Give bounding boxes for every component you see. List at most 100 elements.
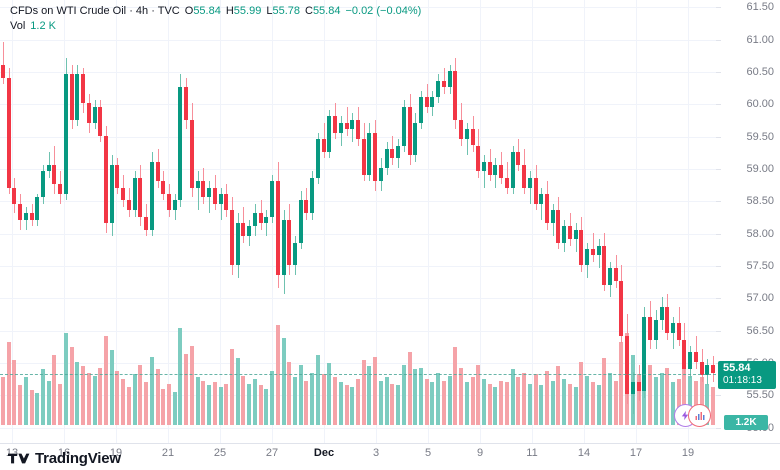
price-tick-label: 56.50 — [746, 324, 774, 337]
candle-body — [453, 71, 457, 120]
candle-body — [402, 106, 406, 146]
legend-symbol[interactable]: CFDs on WTI Crude Oil — [10, 5, 127, 17]
volume-bar — [711, 386, 715, 425]
volume-bar — [562, 378, 566, 425]
time-axis[interactable]: 13 16 19 21 25 27 Dec 3 5 9 11 14 17 19 — [0, 444, 716, 464]
volume-bar — [516, 377, 520, 425]
candle-body — [224, 194, 228, 211]
replay-chart-icon[interactable] — [688, 404, 711, 427]
volume-bar — [419, 367, 423, 425]
candle-body — [81, 74, 85, 104]
volume-bar — [52, 355, 56, 425]
gridline-vertical — [376, 0, 377, 443]
candle-body — [625, 336, 629, 395]
candle-body — [396, 145, 400, 159]
candle-body — [654, 320, 658, 340]
legend-interval[interactable]: 4h — [135, 5, 149, 17]
candle-body — [408, 106, 412, 156]
candle-wick — [221, 187, 222, 220]
candle-wick — [507, 161, 508, 194]
legend-low-label: L — [266, 5, 273, 17]
price-tick-mark — [716, 200, 721, 202]
tradingview-logo[interactable]: TradingView — [8, 450, 121, 467]
volume-bar — [471, 377, 475, 425]
candle-body — [178, 87, 182, 201]
candle-body — [665, 307, 669, 334]
volume-bar — [677, 378, 681, 425]
volume-bar — [87, 372, 91, 425]
volume-bar — [511, 369, 515, 425]
legend-open-value: 55.84 — [193, 5, 221, 17]
volume-bar — [619, 342, 623, 425]
volume-bar — [362, 359, 366, 425]
volume-bar — [568, 383, 572, 425]
candle-body — [488, 161, 492, 175]
volume-bar — [161, 388, 165, 425]
legend-high-value: 55.99 — [233, 5, 262, 17]
time-tick-label: 16 — [57, 447, 71, 459]
candle-body — [322, 139, 326, 152]
volume-bar — [545, 371, 549, 425]
volume-bar — [396, 385, 400, 425]
time-tick-label: 19 — [109, 447, 123, 459]
candle-wick — [3, 42, 4, 85]
price-tick-mark — [716, 168, 721, 170]
candle-body — [516, 151, 520, 165]
current-price-badge[interactable]: 55.84 01:18:13 — [718, 360, 776, 389]
volume-bar — [482, 378, 486, 425]
candle-body — [41, 171, 45, 198]
volume-bar — [173, 391, 177, 425]
volume-bar — [81, 366, 85, 425]
gridline-horizontal — [0, 330, 716, 332]
candle-body — [642, 316, 646, 392]
volume-bar — [448, 375, 452, 425]
volume-bar — [465, 382, 469, 425]
volume-bar — [138, 364, 142, 425]
volume-bar — [608, 372, 612, 425]
volume-bar — [144, 382, 148, 425]
candle-body — [230, 210, 234, 266]
candle-body — [545, 194, 549, 224]
volume-bar — [47, 380, 51, 425]
candle-body — [299, 200, 303, 243]
price-tick-mark — [716, 265, 721, 267]
candle-body — [362, 139, 366, 175]
candle-body — [660, 307, 664, 321]
candle-body — [608, 268, 612, 285]
chart-legend[interactable]: CFDs on WTI Crude Oil · 4h · TVC O55.84 H5… — [10, 5, 421, 33]
candle-body — [493, 164, 497, 175]
candle-body — [482, 161, 486, 172]
candle-wick — [198, 171, 199, 211]
candle-body — [24, 213, 28, 220]
bar-countdown: 01:18:13 — [723, 374, 762, 386]
candle-body — [47, 164, 51, 172]
price-axis[interactable]: 61.50 61.00 60.50 60.00 59.50 59.00 58.50 58.00… — [716, 0, 780, 443]
volume-bar — [104, 336, 108, 425]
candle-body — [677, 323, 681, 340]
volume-bar — [402, 364, 406, 425]
legend-close-value: 55.84 — [312, 5, 341, 17]
candle-body — [327, 116, 331, 152]
volume-bar — [241, 375, 245, 425]
candle-body — [207, 187, 211, 198]
candle-body — [413, 122, 417, 156]
price-tick-label: 61.00 — [746, 33, 774, 46]
candle-body — [585, 248, 589, 266]
time-tick-label: 14 — [577, 447, 591, 459]
volume-bar — [476, 364, 480, 425]
volume-bar — [585, 375, 589, 425]
tradingview-mark-icon — [8, 453, 30, 463]
legend-exchange: TVC — [157, 5, 180, 17]
volume-bar — [196, 377, 200, 425]
volume-bar — [408, 351, 412, 425]
volume-bar — [58, 383, 62, 425]
chart-corner-controls[interactable] — [674, 404, 716, 427]
chart-plot-area[interactable] — [0, 0, 716, 443]
candle-wick — [530, 171, 531, 204]
candle-body — [379, 168, 383, 182]
candle-body — [264, 216, 268, 224]
volume-bar — [167, 383, 171, 425]
volume-bar — [201, 380, 205, 425]
candle-body — [201, 181, 205, 198]
volume-value-badge[interactable]: 1.2K — [724, 415, 768, 430]
